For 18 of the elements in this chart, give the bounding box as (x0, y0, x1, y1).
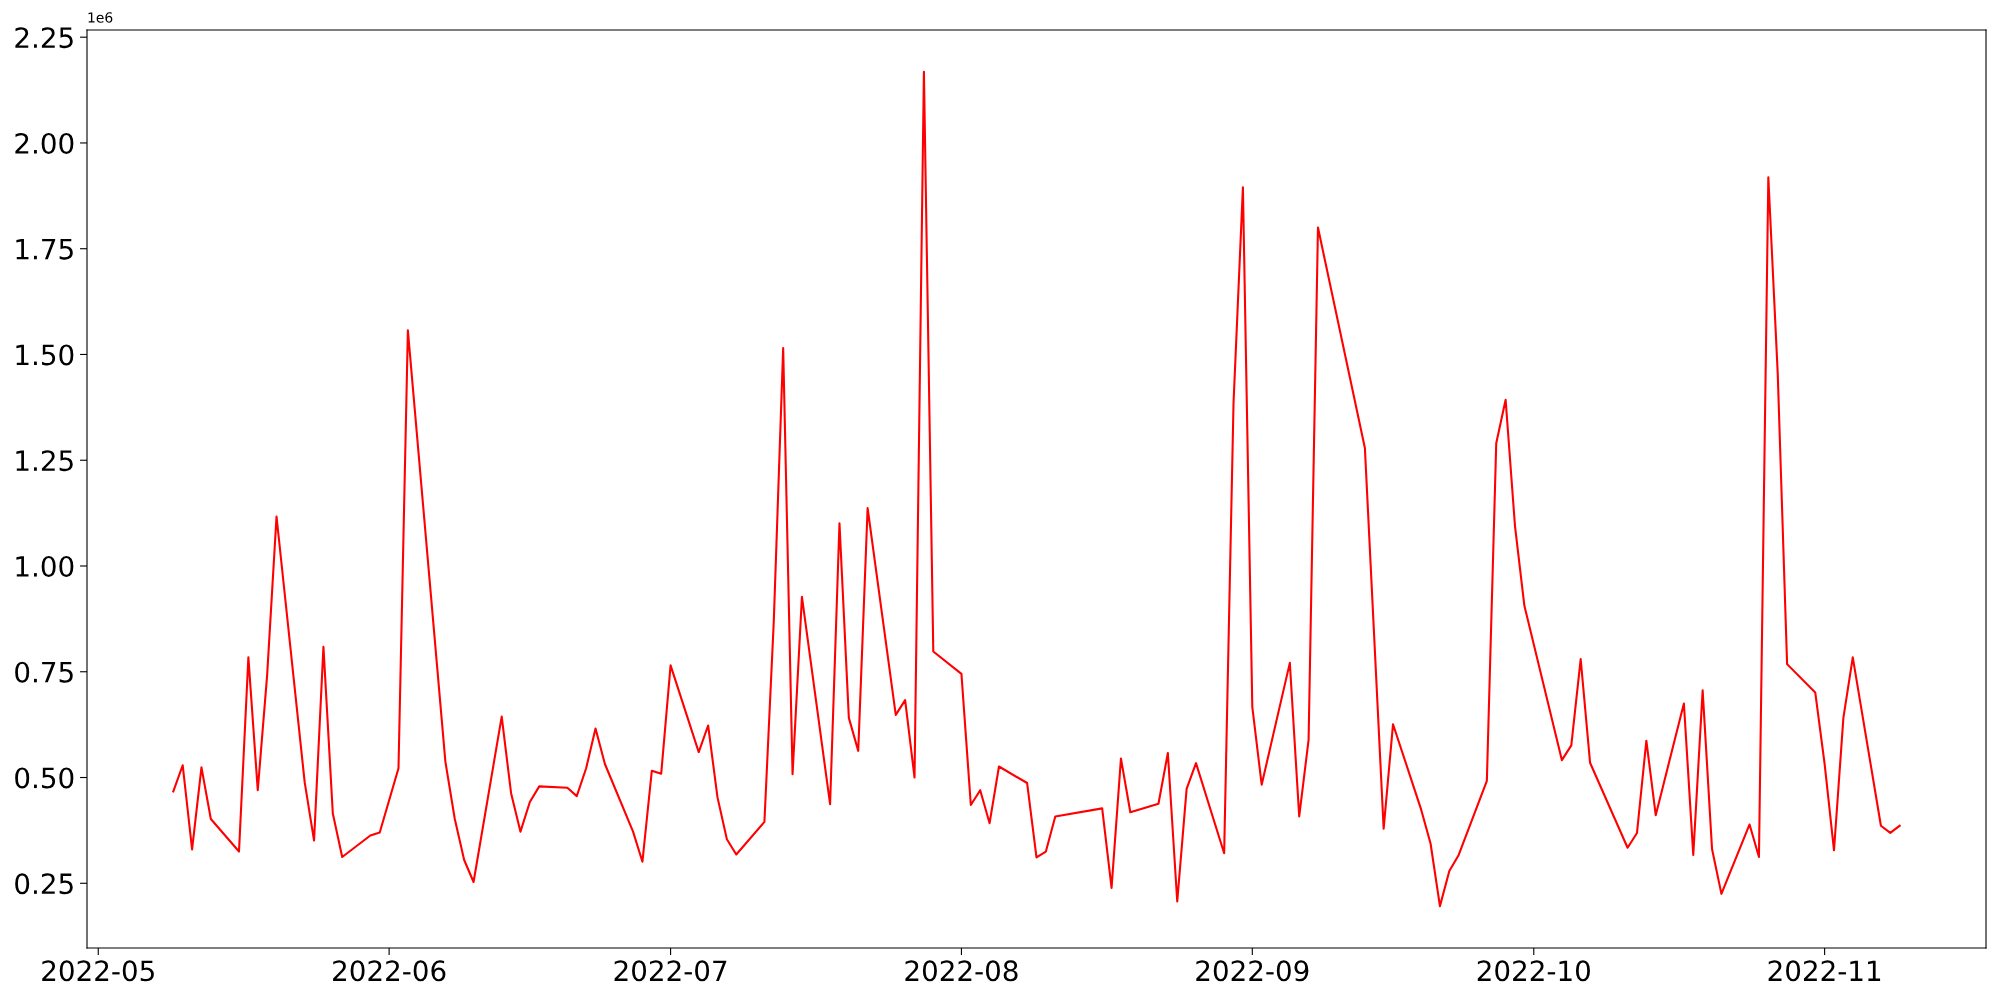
x-tick-label: 2022-08 (905, 960, 1018, 982)
x-tick-label: 2022-10 (1477, 960, 1590, 982)
y-tick-label: 1.25 (16, 450, 73, 472)
x-tick-label: 2022-09 (1196, 960, 1309, 982)
y-tick-label: 1.50 (16, 344, 74, 366)
text: 1e6 (88, 12, 113, 23)
line-series (172, 70, 1901, 908)
y-tick-label: 0.25 (15, 873, 73, 895)
x-tick-label: 2022-06 (333, 960, 446, 982)
y-tick-label: 0.75 (15, 661, 73, 683)
x-tick-label: 2022-11 (1768, 960, 1881, 982)
y-tick-label: 1.00 (16, 555, 74, 577)
x-tick-label: 2022-05 (42, 960, 154, 982)
y-tick-label: 2.25 (15, 27, 73, 49)
y-tick-label: 0.50 (15, 767, 74, 789)
y-tick-label: 1.75 (16, 239, 73, 260)
x-tick-label: 2022-07 (614, 960, 727, 982)
y-tick-label: 2.00 (15, 132, 74, 154)
